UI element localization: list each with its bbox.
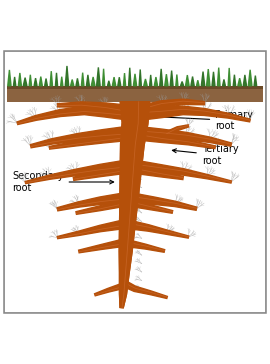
Polygon shape [14, 77, 16, 86]
Text: Tertiary
root: Tertiary root [173, 145, 238, 166]
Polygon shape [197, 80, 199, 86]
Polygon shape [39, 76, 42, 86]
Polygon shape [228, 68, 230, 86]
Polygon shape [119, 102, 150, 308]
Polygon shape [70, 79, 74, 86]
Polygon shape [150, 75, 152, 86]
Polygon shape [112, 77, 116, 86]
Bar [7, 86, 263, 102]
Polygon shape [129, 68, 131, 86]
Polygon shape [139, 70, 141, 86]
Polygon shape [17, 106, 126, 124]
Polygon shape [91, 77, 95, 86]
Polygon shape [133, 193, 197, 210]
Polygon shape [34, 78, 37, 86]
Polygon shape [86, 75, 89, 86]
Polygon shape [144, 106, 250, 122]
Polygon shape [49, 132, 126, 149]
Polygon shape [76, 200, 122, 214]
Polygon shape [217, 68, 220, 86]
Polygon shape [165, 74, 168, 86]
Polygon shape [133, 74, 137, 86]
Polygon shape [166, 125, 189, 136]
Polygon shape [31, 127, 125, 148]
Text: Primary
root: Primary root [140, 110, 253, 131]
Polygon shape [140, 132, 215, 149]
Polygon shape [132, 200, 173, 213]
Polygon shape [142, 99, 205, 114]
Polygon shape [212, 72, 215, 86]
Polygon shape [18, 73, 21, 86]
Text: Secondary
root: Secondary root [12, 171, 114, 193]
Polygon shape [73, 166, 124, 181]
Polygon shape [81, 73, 84, 86]
Polygon shape [160, 69, 163, 86]
Polygon shape [201, 72, 205, 86]
Polygon shape [130, 221, 189, 238]
Polygon shape [57, 221, 122, 239]
Polygon shape [254, 76, 257, 86]
Polygon shape [123, 73, 126, 86]
Polygon shape [65, 66, 69, 86]
Polygon shape [25, 161, 124, 183]
Polygon shape [45, 79, 48, 86]
Polygon shape [128, 240, 165, 252]
Polygon shape [248, 70, 252, 86]
Polygon shape [222, 79, 225, 86]
Polygon shape [185, 75, 189, 86]
Polygon shape [61, 77, 63, 86]
Polygon shape [238, 78, 241, 86]
Polygon shape [207, 69, 210, 86]
Polygon shape [8, 70, 11, 86]
Polygon shape [136, 166, 183, 179]
Polygon shape [233, 75, 236, 86]
Polygon shape [243, 75, 247, 86]
Polygon shape [79, 240, 120, 253]
Polygon shape [23, 78, 27, 86]
Polygon shape [154, 77, 158, 86]
Polygon shape [55, 73, 58, 86]
Polygon shape [123, 281, 167, 298]
Polygon shape [29, 75, 32, 86]
Polygon shape [144, 79, 147, 86]
Polygon shape [94, 284, 122, 296]
Polygon shape [140, 127, 232, 146]
Bar [7, 86, 263, 89]
Polygon shape [50, 71, 52, 86]
Polygon shape [181, 82, 184, 86]
Polygon shape [97, 67, 100, 86]
Polygon shape [102, 69, 105, 86]
Polygon shape [137, 161, 231, 183]
Polygon shape [58, 102, 127, 115]
Polygon shape [76, 78, 79, 86]
Polygon shape [107, 81, 110, 86]
Polygon shape [118, 77, 121, 86]
Polygon shape [191, 76, 194, 86]
Polygon shape [57, 193, 123, 211]
Polygon shape [119, 102, 150, 308]
Polygon shape [170, 71, 173, 86]
Polygon shape [176, 75, 178, 86]
